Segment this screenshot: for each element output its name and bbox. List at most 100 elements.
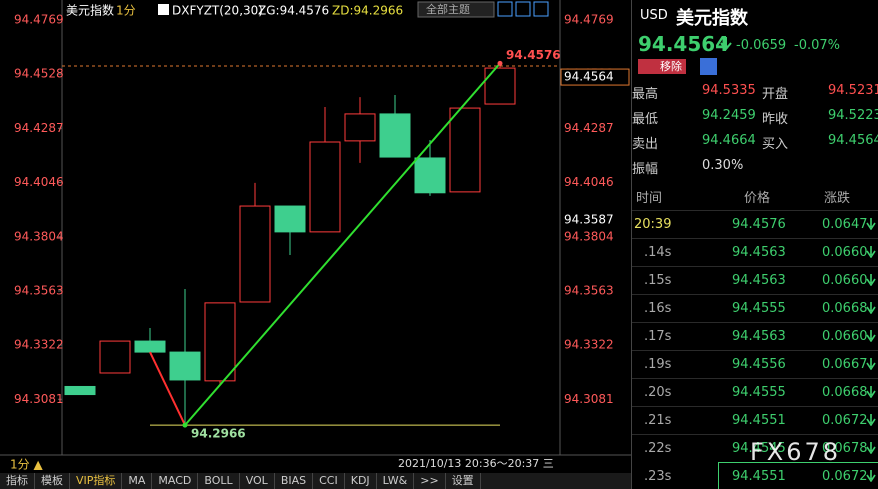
tick-price: 94.4556: [732, 357, 786, 372]
price-tag-label: 94.4564: [564, 70, 614, 84]
tick-row: [632, 210, 878, 238]
candle-body: [344, 113, 376, 142]
tick-header: 时间: [636, 191, 663, 206]
tab[interactable]: MACD: [152, 473, 199, 489]
candle-body: [449, 107, 481, 193]
stat-value: 94.5335: [702, 83, 756, 98]
y-tick-label: 94.4769: [564, 12, 614, 26]
tick-price: 94.4555: [732, 301, 786, 316]
tick-row: [632, 322, 878, 350]
tick-change: 0.0660: [822, 329, 868, 344]
tick-row: [632, 238, 878, 266]
stat-value: 0.30%: [702, 158, 744, 173]
tick-time: .23s: [644, 469, 672, 484]
tick-time: .19s: [644, 357, 672, 372]
stat-label: 最高: [632, 87, 659, 102]
down-arrow: [866, 358, 876, 370]
tick-price: 94.4576: [732, 217, 786, 232]
tab[interactable]: BIAS: [275, 473, 314, 489]
tool-button[interactable]: [497, 1, 513, 17]
down-arrow: [866, 414, 876, 426]
y-tick-label: 94.3563: [14, 283, 64, 297]
tick-price: 94.4551: [732, 469, 786, 484]
tab[interactable]: VIP指标: [70, 473, 123, 489]
tick-price: 94.4563: [732, 273, 786, 288]
tick-row: [632, 378, 878, 406]
alert-button[interactable]: [700, 58, 717, 75]
tick-row: [632, 294, 878, 322]
theme-select-label[interactable]: 全部主题: [426, 2, 470, 16]
tick-time: .21s: [644, 413, 672, 428]
tab[interactable]: 指标: [0, 473, 35, 489]
tick-price: 94.4555: [732, 385, 786, 400]
tab-bar: 指标 模板 VIP指标 MA MACD BOLL VOL BIAS CCI KDJ LW& >> 设置: [0, 473, 631, 489]
tick-time: .16s: [644, 301, 672, 316]
y-tick-label: 94.3322: [564, 338, 614, 352]
price-tag: [560, 68, 630, 86]
tab[interactable]: >>: [414, 473, 446, 489]
down-arrow: [866, 470, 876, 482]
y-tick-label: 94.4287: [564, 121, 614, 135]
cursor-tag: [561, 212, 629, 228]
y-tick-label: 94.3804: [14, 229, 64, 243]
stat-value: 94.5223: [828, 108, 878, 123]
zg-label: 94.4576: [506, 48, 561, 62]
candle-body: [134, 340, 166, 353]
tick-price: 94.4545: [732, 441, 786, 456]
tick-row: [632, 406, 878, 434]
tab[interactable]: BOLL: [198, 473, 240, 489]
zd-segment: [149, 351, 186, 426]
tick-time: .14s: [644, 245, 672, 260]
tick-change: 0.0678: [822, 441, 868, 456]
quote-change: -0.0659: [736, 38, 787, 53]
y-tick-label: 94.4046: [564, 175, 614, 189]
quote-name: 美元指数: [676, 8, 748, 29]
quote-panel: USD 美元指数 94.4564 -0.0659 -0.07% 移除 最高 94.…: [631, 0, 878, 489]
candle-body: [169, 351, 201, 381]
tick-row: [632, 350, 878, 378]
tick-change: 0.0660: [822, 245, 868, 260]
tick-price: 94.4551: [732, 413, 786, 428]
chart: 美元指数 1分 DXFYZT(20,30) ZG:94.4576 ZD:94.2…: [0, 0, 631, 473]
tab[interactable]: 设置: [446, 473, 481, 489]
stat-value: 94.4564: [828, 133, 878, 148]
chart-bg: [0, 0, 631, 473]
tab[interactable]: LW&: [377, 473, 415, 489]
down-arrow: [866, 442, 876, 454]
candle-body: [484, 67, 516, 105]
tick-time: .20s: [644, 385, 672, 400]
tool-button[interactable]: [533, 1, 549, 17]
tick-price: 94.4563: [732, 245, 786, 260]
y-tick-label: 94.4287: [14, 121, 64, 135]
tick-change: 0.0667: [822, 357, 868, 372]
tick-time: .22s: [644, 441, 672, 456]
tab[interactable]: CCI: [313, 473, 345, 489]
quote-change-pct: -0.07%: [794, 38, 840, 53]
period[interactable]: 1分: [116, 4, 136, 18]
currency: USD: [640, 8, 668, 23]
tab[interactable]: VOL: [240, 473, 275, 489]
zd-label: ZD:94.2966: [332, 4, 403, 18]
zg-label: ZG:94.4576: [258, 4, 329, 18]
zd-point: [182, 422, 188, 428]
tab[interactable]: KDJ: [345, 473, 377, 489]
tick-change: 0.0660: [822, 273, 868, 288]
remove-button[interactable]: 移除: [638, 59, 686, 74]
tick-header: 价格: [744, 191, 771, 206]
tick-time: .17s: [644, 329, 672, 344]
stat-value: 94.4664: [702, 133, 756, 148]
quote-price: 94.4564: [638, 32, 730, 56]
period-button-label[interactable]: 1分 ▲: [10, 458, 43, 472]
time-range: 2021/10/13 20:36～20:37 三: [398, 457, 554, 470]
tick-change: 0.0668: [822, 301, 868, 316]
tab[interactable]: 模板: [35, 473, 70, 489]
zg-point: [497, 60, 503, 66]
candle-body: [239, 205, 271, 303]
theme-select[interactable]: [417, 1, 495, 18]
period-button[interactable]: [0, 456, 62, 472]
zd-label: 94.2966: [191, 427, 246, 441]
tab[interactable]: MA: [122, 473, 153, 489]
tool-button[interactable]: [515, 1, 531, 17]
tick-change: 0.0647: [822, 217, 868, 232]
cursor-tag-label: 94.3587: [564, 213, 614, 227]
